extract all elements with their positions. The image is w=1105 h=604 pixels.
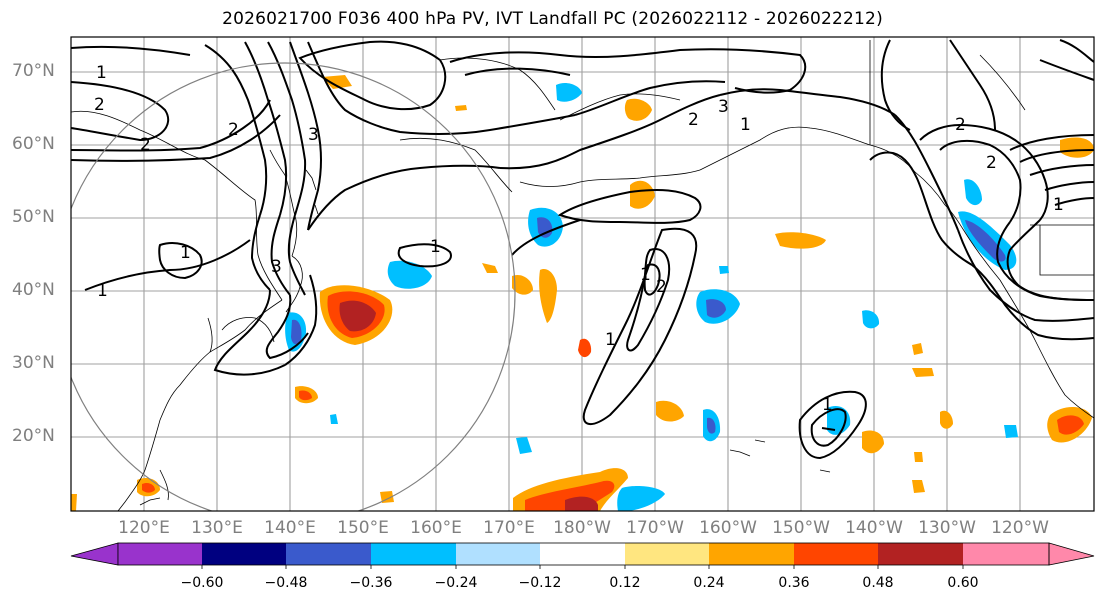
contour-label: 1	[740, 115, 751, 135]
colorbar-segment	[709, 543, 794, 565]
region-circle	[71, 62, 516, 511]
contour-label: 2	[140, 135, 151, 155]
coastlines	[71, 40, 1094, 511]
colorbar-segment	[963, 543, 1049, 565]
lon-label: 140°E	[264, 518, 316, 538]
colorbar-segment	[286, 543, 371, 565]
colorbar-segment	[540, 543, 625, 565]
lon-label: 120°E	[118, 518, 170, 538]
contour-label: 2	[688, 110, 699, 130]
colorbar-segment	[118, 543, 202, 565]
colorbar-tick-label: −0.12	[518, 575, 562, 591]
lon-label: 150°W	[772, 518, 830, 538]
contour-label: 3	[271, 257, 282, 277]
colorbar-outline	[117, 542, 1050, 566]
colorbar-segment	[202, 543, 286, 565]
contour-label: 1	[97, 281, 108, 301]
lon-label: 170°W	[626, 518, 684, 538]
colorbar-tick-label: 0.60	[947, 575, 979, 591]
contour-label: 1	[430, 237, 441, 257]
lon-label: 120°W	[991, 518, 1049, 538]
colorbar-tick-label: −0.36	[349, 575, 393, 591]
colorbar-extend-low	[70, 542, 119, 566]
colorbar	[70, 542, 1095, 569]
pv-contours	[71, 39, 1094, 460]
lat-label: 70°N	[12, 61, 55, 81]
colorbar-extend-high	[1048, 542, 1095, 566]
lon-label: 160°E	[410, 518, 462, 538]
lat-label: 60°N	[12, 134, 55, 154]
lon-label: 140°W	[845, 518, 903, 538]
lat-label: 40°N	[12, 280, 55, 300]
map-frame	[70, 36, 1095, 512]
colorbar-tick-label: −0.60	[180, 575, 224, 591]
lon-label: 150°E	[337, 518, 389, 538]
colorbar-tick-label: 0.24	[693, 575, 725, 591]
colorbar-segment	[794, 543, 878, 565]
pc-fill-shading	[71, 75, 1094, 511]
contour-label: 1	[180, 243, 191, 263]
colorbar-segment	[371, 543, 456, 565]
contour-label: 1	[1053, 195, 1064, 215]
lat-label: 20°N	[12, 426, 55, 446]
colorbar-tick-label: 0.48	[862, 575, 894, 591]
lon-label: 180°W	[553, 518, 611, 538]
colorbar-tick-label: 0.36	[778, 575, 810, 591]
colorbar-tick-marks	[201, 565, 964, 569]
colorbar-segment	[878, 543, 963, 565]
lat-label: 50°N	[12, 207, 55, 227]
contour-label: 2	[656, 277, 667, 297]
lon-label: 130°E	[191, 518, 243, 538]
colorbar-tick-label: 0.12	[609, 575, 641, 591]
contour-label: 2	[986, 153, 997, 173]
lat-label: 30°N	[12, 353, 55, 373]
contour-label: 3	[308, 125, 319, 145]
lon-label: 160°W	[699, 518, 757, 538]
contour-label: 2	[955, 115, 966, 135]
contour-label: 2	[228, 120, 239, 140]
colorbar-segment	[625, 543, 709, 565]
contour-label: 1	[96, 63, 107, 83]
lon-label: 130°W	[918, 518, 976, 538]
contour-label: 1	[640, 265, 651, 285]
colorbar-tick-label: −0.24	[434, 575, 478, 591]
contour-label: 1	[605, 330, 616, 350]
lon-label: 170°E	[483, 518, 535, 538]
map-title: 2026021700 F036 400 hPa PV, IVT Landfall…	[222, 9, 883, 29]
contour-label: 2	[94, 95, 105, 115]
contour-labels: 1 2 3 1 2 1 2 3 1 1 2 1 1 1 2 2 1 2 3	[94, 63, 1064, 415]
colorbar-segment	[456, 543, 540, 565]
contour-label: 1	[822, 395, 833, 415]
colorbar-tick-label: −0.48	[264, 575, 308, 591]
contour-label: 3	[718, 97, 729, 117]
